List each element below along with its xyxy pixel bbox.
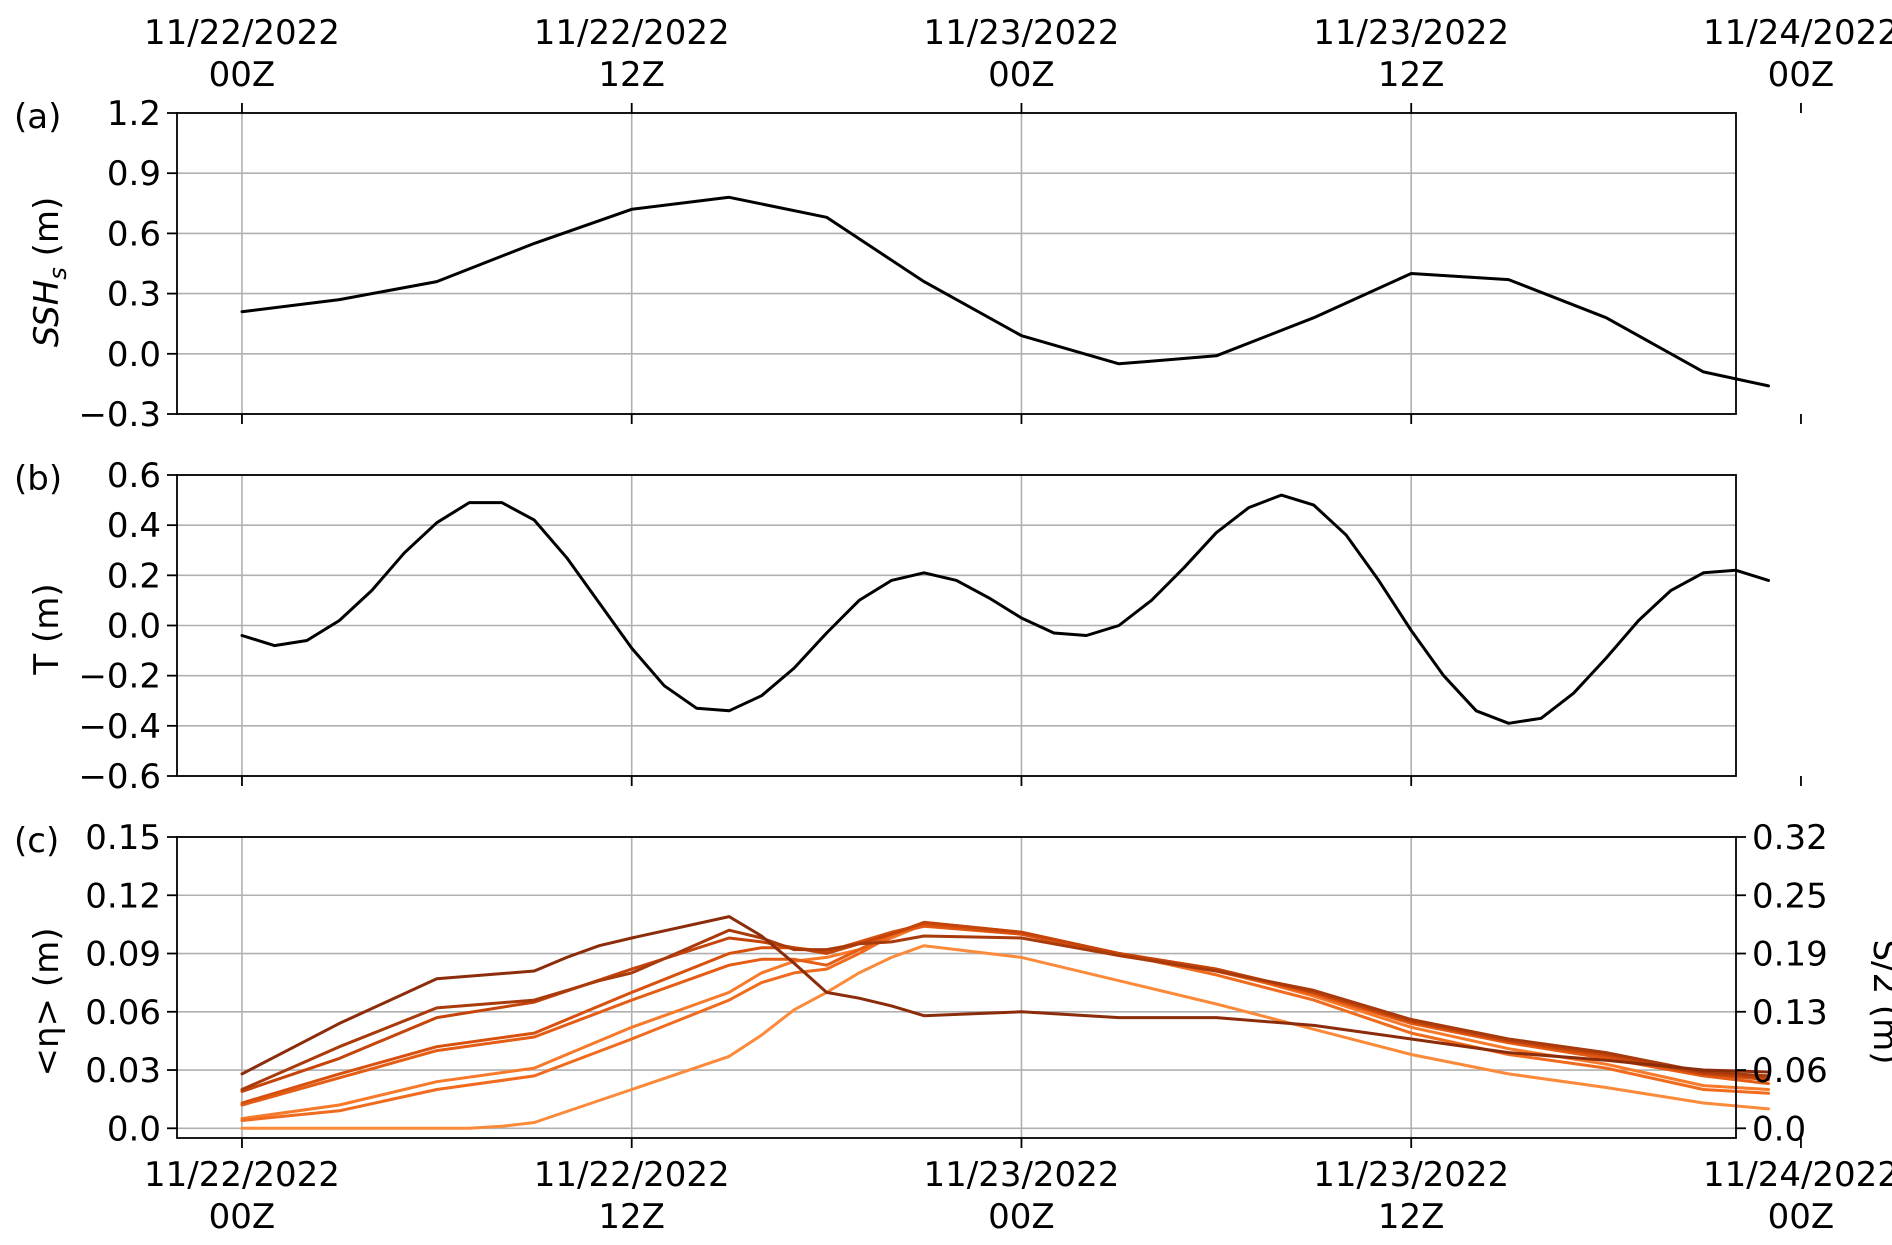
panel-a-series-line-1 — [240, 195, 1770, 388]
panel-a-label: (a) — [14, 97, 61, 137]
panel-a-top-x-tick-label-date: 11/23/2022 — [923, 13, 1119, 53]
panel-b-series-line-1 — [240, 493, 1770, 725]
panel-a-y-tick-label: 0.9 — [107, 154, 161, 194]
panel-c-right-y-tick-label: 0.0 — [1752, 1109, 1806, 1149]
panel-c-right-y-tick-label: 0.13 — [1752, 993, 1828, 1033]
panel-a-top-x-tick-label-hour: 12Z — [598, 55, 665, 95]
panel-b-label: (b) — [14, 459, 62, 499]
panel-c-right-y-tick-label: 0.25 — [1752, 876, 1828, 916]
panel-c-x-tick-label-hour: 12Z — [1378, 1197, 1445, 1237]
panel-b: (b) T (m) −0.6 −0.4 −0.2 0.0 0.2 0.4 0.6 — [14, 456, 1802, 797]
panel-c-y-tick-label: 0.12 — [85, 876, 161, 916]
panel-a-y-label-subscript: s — [44, 267, 72, 280]
panel-c-y-tick-label: 0.0 — [107, 1109, 161, 1149]
panel-a-y-tick-label: 1.2 — [107, 94, 161, 134]
panel-c-x-tick-label-hour: 00Z — [1768, 1197, 1835, 1237]
panel-a-y-axis-label: SSHs (m) — [27, 197, 72, 348]
panel-a-y-tick-label: 0.3 — [107, 275, 161, 315]
panel-a-top-x-tick-label-hour: 00Z — [209, 55, 276, 95]
panel-c-x-tick-label-date: 11/23/2022 — [1313, 1155, 1509, 1195]
panel-b-y-axis-label: T (m) — [27, 583, 67, 675]
panel-c-y-tick-label: 0.06 — [85, 993, 161, 1033]
panel-c-x-tick-label-hour: 00Z — [209, 1197, 276, 1237]
panel-b-y-tick-label: −0.2 — [78, 657, 161, 697]
panel-c-series-line-8 — [240, 915, 1770, 1076]
panel-c-frame — [176, 836, 1737, 1139]
panel-a-top-x-tick-label-date: 11/22/2022 — [144, 13, 340, 53]
panel-a-top-x-tick-label-date: 11/23/2022 — [1313, 13, 1509, 53]
panel-c-x-tick-label-date: 11/22/2022 — [534, 1155, 730, 1195]
panel-c-x-tick-label-hour: 12Z — [598, 1197, 665, 1237]
panel-b-y-tick-label: 0.6 — [107, 456, 161, 496]
panel-a-y-label-unit — [27, 256, 67, 267]
panel-c-y-tick-label: 0.09 — [85, 935, 161, 975]
panel-b-y-tick-label: 0.0 — [107, 607, 161, 647]
panel-c-right-y-tick-label: 0.32 — [1752, 818, 1828, 858]
panel-c-y-tick-label: 0.15 — [85, 818, 161, 858]
panel-c-series-line-7 — [240, 928, 1770, 1091]
panel-a-top-x-tick-label-date: 11/22/2022 — [534, 13, 730, 53]
panel-a-y-tick-label: 0.6 — [107, 214, 161, 254]
panel-b-y-tick-label: −0.6 — [78, 757, 161, 797]
panel-c-x-tick-label-hour: 00Z — [988, 1197, 1055, 1237]
panel-c-series-line-2 — [240, 922, 1770, 1121]
panel-c-right-y-axis-label: S/2 (m) — [1865, 939, 1892, 1064]
panel-a-top-x-tick-label-hour: 00Z — [1768, 55, 1835, 95]
panel-a-top-x-tick-label-hour: 12Z — [1378, 55, 1445, 95]
panel-a-y-tick-label: −0.3 — [78, 395, 161, 435]
panel-a-frame — [176, 112, 1737, 415]
panel-c-x-tick-label-date: 11/23/2022 — [923, 1155, 1119, 1195]
panel-c: (c) <η> (m) S/2 (m) 0.0 0.03 0.06 0.09 0.12 0… — [14, 818, 1892, 1237]
panel-c-series-line-1 — [240, 944, 1770, 1130]
panel-b-y-tick-label: 0.2 — [107, 556, 161, 596]
panel-a: (a) SSHs (m) −0.3 0.0 0.3 0.6 0.9 1.2 11/22/20… — [14, 13, 1892, 435]
panel-c-x-tick-label-date: 11/24/2022 — [1703, 1155, 1892, 1195]
panel-c-x-tick-label-date: 11/22/2022 — [144, 1155, 340, 1195]
panel-c-label: (c) — [14, 821, 59, 861]
panel-c-y-axis-label: <η> (m) — [27, 928, 67, 1077]
panel-a-top-x-tick-label-hour: 00Z — [988, 55, 1055, 95]
panel-a-top-x-tick-label-date: 11/24/2022 — [1703, 13, 1892, 53]
panel-c-right-y-tick-label: 0.06 — [1752, 1051, 1828, 1091]
panel-a-y-label-main: SSH — [27, 280, 67, 348]
panel-a-y-tick-label: 0.0 — [107, 335, 161, 375]
panel-c-y-tick-label: 0.03 — [85, 1051, 161, 1091]
panel-a-y-label-unit-text: (m) — [27, 197, 67, 257]
panel-c-right-y-tick-label: 0.19 — [1752, 935, 1828, 975]
panel-b-y-tick-label: −0.4 — [78, 707, 161, 747]
panel-b-y-tick-label: 0.4 — [107, 506, 161, 546]
